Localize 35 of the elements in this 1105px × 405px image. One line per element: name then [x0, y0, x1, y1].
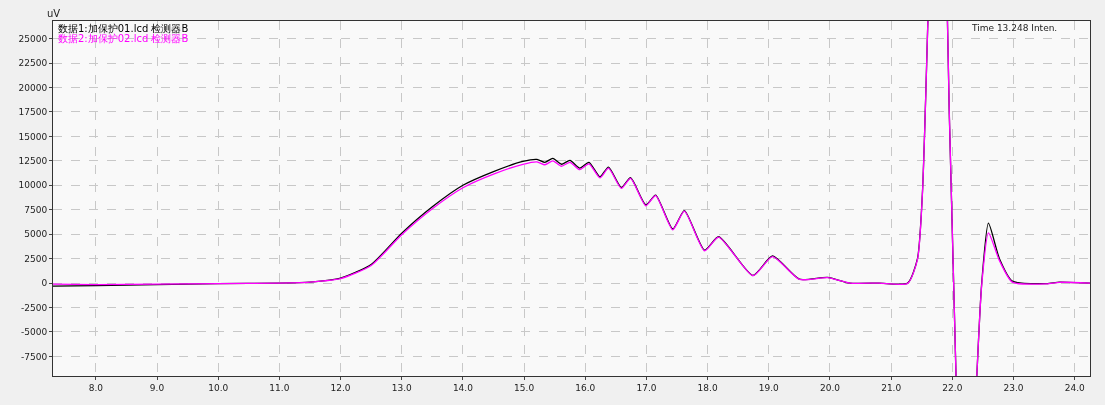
x-tick-label: 16.0	[575, 382, 596, 393]
x-tick-label: 21.0	[881, 382, 902, 393]
x-tick-label: 15.0	[514, 382, 535, 393]
y-tick-label: -2500	[21, 302, 48, 313]
y-tick-label: 22500	[18, 58, 48, 69]
y-tick-label: 5000	[24, 229, 48, 240]
annotation: Time 13.248 Inten.	[971, 23, 1058, 33]
y-tick-label: 10000	[18, 180, 48, 191]
x-tick-label: 19.0	[758, 382, 780, 393]
x-tick-label: 18.0	[697, 382, 718, 393]
x-tick-label: 20.0	[819, 382, 841, 393]
y-tick-label: 17500	[18, 107, 48, 118]
x-tick-label: 13.0	[391, 382, 413, 393]
x-tick-label: 11.0	[269, 382, 290, 393]
x-tick-label: 10.0	[208, 382, 229, 393]
y-tick-label: 15000	[18, 131, 48, 142]
y-tick-label: 25000	[18, 33, 48, 44]
y-tick-label: -7500	[21, 351, 48, 362]
x-tick-label: 12.0	[330, 382, 351, 393]
y-tick-label: 2500	[24, 253, 48, 264]
y-tick-label: 7500	[24, 204, 48, 215]
x-tick-label: 8.0	[88, 382, 104, 393]
y-tick-label: 0	[41, 278, 48, 289]
x-tick-label: 24.0	[1064, 382, 1085, 393]
x-tick-label: 17.0	[636, 382, 657, 393]
y-tick-label: 12500	[18, 156, 48, 166]
x-tick-label: 14.0	[452, 382, 474, 393]
x-tick-label: 22.0	[942, 382, 963, 393]
x-tick-label: 23.0	[1003, 382, 1024, 393]
x-tick-label: 9.0	[149, 382, 165, 393]
y-tick-label: -5000	[21, 327, 48, 338]
text: 数据2:加保护02.lcd 检测器B	[58, 33, 189, 44]
y-axis-title: uV	[47, 8, 61, 19]
y-tick-label: 20000	[18, 82, 48, 93]
text: 数据1:加保护01.lcd 检测器B	[58, 23, 189, 34]
